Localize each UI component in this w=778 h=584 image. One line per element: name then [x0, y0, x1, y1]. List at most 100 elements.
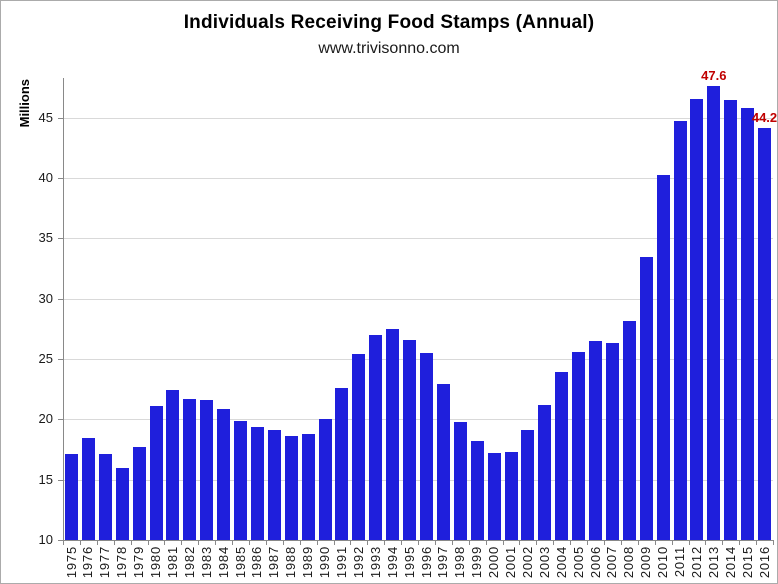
- x-axis-label-2004: 2004: [553, 546, 569, 579]
- bar-2009: [639, 256, 653, 540]
- x-axis-tick: [113, 540, 115, 545]
- bar-1993: [369, 334, 383, 540]
- x-axis-tick: [756, 540, 758, 545]
- x-axis-label-1983: 1983: [198, 546, 214, 579]
- x-axis-label-2012: 2012: [688, 546, 704, 579]
- x-axis-tick: [333, 540, 335, 545]
- x-axis-tick: [688, 540, 690, 545]
- bar-value-label-2013: 47.6: [701, 68, 727, 84]
- x-axis-tick: [130, 540, 132, 545]
- x-axis-label-1994: 1994: [384, 546, 400, 579]
- bar-1987: [267, 430, 281, 540]
- x-axis-tick: [401, 540, 403, 545]
- y-axis-tick-45: [58, 118, 63, 119]
- bar-1983: [200, 400, 214, 540]
- x-axis-tick: [265, 540, 267, 545]
- x-axis-label-2001: 2001: [503, 546, 518, 579]
- y-axis-label-45: 45: [38, 110, 53, 125]
- x-axis-label-2010: 2010: [655, 546, 671, 579]
- y-axis-tick-25: [58, 359, 63, 360]
- x-axis-tick: [620, 540, 622, 545]
- x-axis-label-1992: 1992: [350, 546, 366, 579]
- bar-1996: [420, 353, 433, 540]
- bar-1984: [217, 408, 231, 540]
- x-axis-label-1984: 1984: [215, 546, 231, 579]
- bar-1976: [81, 437, 95, 540]
- x-axis-label-2011: 2011: [672, 546, 687, 578]
- x-axis-tick: [519, 540, 521, 545]
- x-axis-label-1981: 1981: [164, 546, 180, 579]
- bar-2016: [758, 127, 771, 540]
- gridline-25: [63, 359, 773, 360]
- x-axis-tick: [350, 540, 352, 545]
- y-axis-tick-35: [58, 238, 63, 239]
- x-axis-tick: [198, 540, 200, 545]
- x-axis-label-1982: 1982: [181, 546, 197, 579]
- x-axis-tick: [587, 540, 588, 545]
- x-axis-tick: [316, 540, 318, 545]
- y-axis-tick-15: [58, 480, 63, 481]
- x-axis-label-1988: 1988: [283, 546, 299, 579]
- bar-value-label-2016: 44.2: [751, 109, 778, 125]
- bar-2002: [521, 430, 535, 540]
- bar-2005: [572, 351, 586, 540]
- bar-2014: [724, 99, 738, 540]
- y-axis-tick-40: [58, 178, 63, 179]
- x-axis-label-2000: 2000: [486, 546, 502, 579]
- x-axis-tick: [570, 540, 572, 545]
- y-axis-line: [63, 78, 64, 540]
- x-axis-label-1997: 1997: [435, 546, 451, 579]
- bar-1990: [318, 419, 332, 540]
- y-axis-label-35: 35: [38, 230, 53, 245]
- x-axis-tick: [249, 540, 250, 545]
- bar-1981: [166, 390, 180, 540]
- x-axis-tick: [418, 540, 419, 545]
- x-axis-label-1975: 1975: [63, 546, 79, 579]
- bar-1991: [335, 388, 349, 540]
- x-axis-label-1978: 1978: [114, 546, 130, 579]
- gridline-45: [63, 118, 773, 119]
- x-axis-tick: [147, 540, 149, 545]
- chart-subtitle: www.trivisonno.com: [318, 40, 460, 57]
- gridline-20: [63, 419, 773, 420]
- x-axis-tick: [722, 540, 724, 545]
- y-axis-tick-20: [58, 419, 63, 420]
- bar-1992: [352, 354, 366, 540]
- x-axis-label-1996: 1996: [418, 546, 434, 579]
- x-axis-tick: [502, 540, 504, 545]
- bar-1989: [301, 433, 315, 540]
- x-axis-label-1993: 1993: [367, 546, 383, 579]
- bar-1977: [98, 454, 112, 540]
- x-axis-label-1980: 1980: [148, 546, 163, 579]
- x-axis-tick: [434, 540, 436, 545]
- x-axis-label-1976: 1976: [80, 546, 96, 579]
- bar-2013: [707, 86, 721, 540]
- bar-1988: [284, 436, 298, 540]
- x-axis-tick: [485, 540, 487, 545]
- bar-1979: [132, 447, 146, 540]
- gridline-15: [63, 480, 773, 481]
- x-axis-tick: [299, 540, 301, 545]
- x-axis-tick: [654, 540, 656, 545]
- x-axis-label-2005: 2005: [570, 546, 586, 579]
- x-axis-label-1986: 1986: [249, 546, 265, 579]
- bar-1999: [470, 441, 484, 540]
- bar-2007: [605, 343, 619, 540]
- bar-2001: [504, 451, 518, 540]
- x-axis-tick: [232, 540, 233, 545]
- bar-2012: [690, 98, 704, 540]
- x-axis-tick: [468, 540, 470, 545]
- bar-1982: [183, 398, 197, 540]
- bar-2004: [555, 372, 569, 540]
- x-axis-tick: [384, 540, 386, 545]
- y-axis-tick-10: [58, 540, 63, 541]
- x-axis-tick: [63, 540, 64, 545]
- x-axis-label-2002: 2002: [519, 546, 535, 579]
- x-axis-label-2009: 2009: [638, 546, 654, 579]
- bar-1980: [149, 406, 163, 540]
- x-axis-label-2007: 2007: [604, 546, 620, 579]
- x-axis-tick: [79, 540, 81, 545]
- gridline-35: [63, 238, 773, 239]
- x-axis-tick: [671, 540, 673, 545]
- x-axis-tick: [536, 540, 538, 545]
